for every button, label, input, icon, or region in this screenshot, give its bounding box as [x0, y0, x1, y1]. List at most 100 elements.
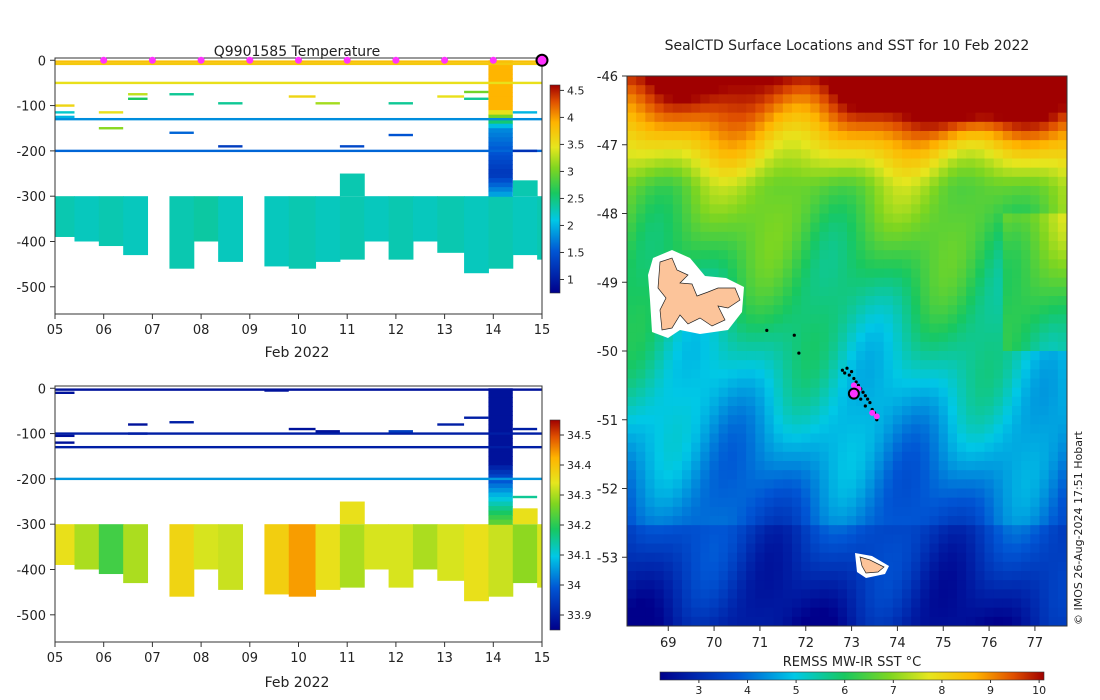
- sst-cell: [947, 607, 958, 618]
- sst-cell: [947, 415, 958, 425]
- sst-cell: [957, 552, 967, 563]
- sst-cell: [957, 231, 967, 242]
- sst-cell: [902, 616, 912, 626]
- sst-cell: [1021, 424, 1031, 435]
- sst-cell: [782, 497, 793, 508]
- sst-cell: [966, 506, 976, 517]
- sst-cell: [920, 516, 931, 526]
- sst-cell: [810, 140, 821, 150]
- sst-cell: [764, 506, 775, 517]
- sst-cell: [984, 112, 995, 123]
- sst-cell: [883, 534, 894, 545]
- sst-cell: [672, 231, 683, 242]
- sst-cell: [892, 204, 903, 215]
- sst-cell: [975, 360, 986, 370]
- y-tick-label: -500: [16, 609, 46, 624]
- sst-cell: [1057, 378, 1067, 389]
- sst-cell: [883, 387, 894, 398]
- sst-cell: [1021, 488, 1031, 499]
- sst-cell: [1039, 360, 1050, 370]
- sst-cell: [810, 296, 821, 306]
- sst-cell: [782, 506, 793, 517]
- deep-profile-cell: [218, 196, 243, 262]
- sst-cell: [727, 213, 738, 224]
- sst-cell: [737, 149, 747, 160]
- sst-cell: [819, 396, 830, 407]
- sst-cell: [957, 305, 967, 315]
- sst-cell: [1048, 94, 1059, 105]
- sst-cell: [746, 598, 756, 609]
- sst-cell: [947, 149, 958, 160]
- sst-cell: [947, 131, 958, 141]
- sst-cell: [1039, 516, 1050, 526]
- sst-cell: [957, 268, 967, 279]
- sst-cell: [737, 204, 747, 215]
- sst-cell: [984, 470, 995, 480]
- sst-cell: [1048, 112, 1059, 123]
- sst-cell: [654, 176, 665, 187]
- sst-cell: [984, 140, 995, 150]
- sst-cell: [883, 415, 894, 425]
- sst-cell: [627, 286, 637, 297]
- salinity-xlabel: Feb 2022: [265, 675, 330, 691]
- sst-cell: [700, 241, 711, 251]
- sst-cell: [782, 543, 793, 554]
- sst-cell: [847, 488, 857, 499]
- sst-cell: [746, 378, 756, 389]
- sst-cell: [920, 598, 931, 609]
- sst-cell: [1012, 351, 1022, 361]
- lon-tick-label: 72: [797, 636, 814, 651]
- sst-cell: [672, 406, 683, 416]
- sst-cell: [902, 323, 912, 334]
- sst-cell: [700, 140, 711, 150]
- sst-cell: [792, 580, 802, 590]
- column-14-cell: [488, 460, 513, 466]
- sst-cell: [1048, 213, 1059, 224]
- sst-cell: [746, 131, 756, 141]
- sst-cell: [727, 341, 738, 352]
- sst-cell: [957, 167, 967, 178]
- sst-cell: [892, 406, 903, 416]
- sst-cell: [755, 231, 766, 242]
- sst-cell: [773, 85, 784, 95]
- sst-cell: [764, 525, 775, 535]
- sst-cell: [645, 415, 656, 425]
- sst-cell: [966, 525, 976, 535]
- column-14-cell: [488, 114, 513, 120]
- sst-cell: [975, 149, 986, 160]
- deep-profile-cell: [388, 196, 414, 260]
- sst-cell: [975, 277, 986, 288]
- x-tick-label: 14: [485, 651, 502, 666]
- sst-cell: [654, 158, 665, 169]
- sst-cell: [957, 607, 967, 618]
- sst-cell: [645, 195, 656, 205]
- sst-cell: [654, 451, 665, 462]
- sst-cell: [957, 561, 967, 572]
- column-14-cell: [488, 141, 513, 147]
- sst-cell: [874, 250, 885, 260]
- sst-cell: [1057, 589, 1067, 600]
- sst-cell: [645, 598, 656, 609]
- shallow-sample-line: [128, 423, 148, 426]
- sst-cell: [938, 305, 949, 315]
- sst-cell: [975, 451, 986, 462]
- sst-cell: [938, 461, 949, 471]
- sst-cell: [1057, 571, 1067, 581]
- sst-cell: [1039, 552, 1050, 563]
- sst-cell: [636, 195, 646, 205]
- sst-cell: [773, 268, 784, 279]
- sst-cell: [1021, 176, 1031, 187]
- sst-cell: [636, 323, 646, 334]
- sst-cell: [782, 488, 793, 499]
- sst-cell: [865, 488, 876, 499]
- sst-cell: [645, 94, 656, 105]
- sst-cell: [938, 296, 949, 306]
- sst-cell: [782, 598, 793, 609]
- sst-cell: [773, 369, 784, 380]
- sst-cell: [810, 268, 821, 279]
- sst-cell: [975, 580, 986, 590]
- sst-cell: [828, 231, 839, 242]
- sst-cell: [755, 598, 766, 609]
- sst-cell: [727, 76, 738, 86]
- sst-cell: [837, 525, 848, 535]
